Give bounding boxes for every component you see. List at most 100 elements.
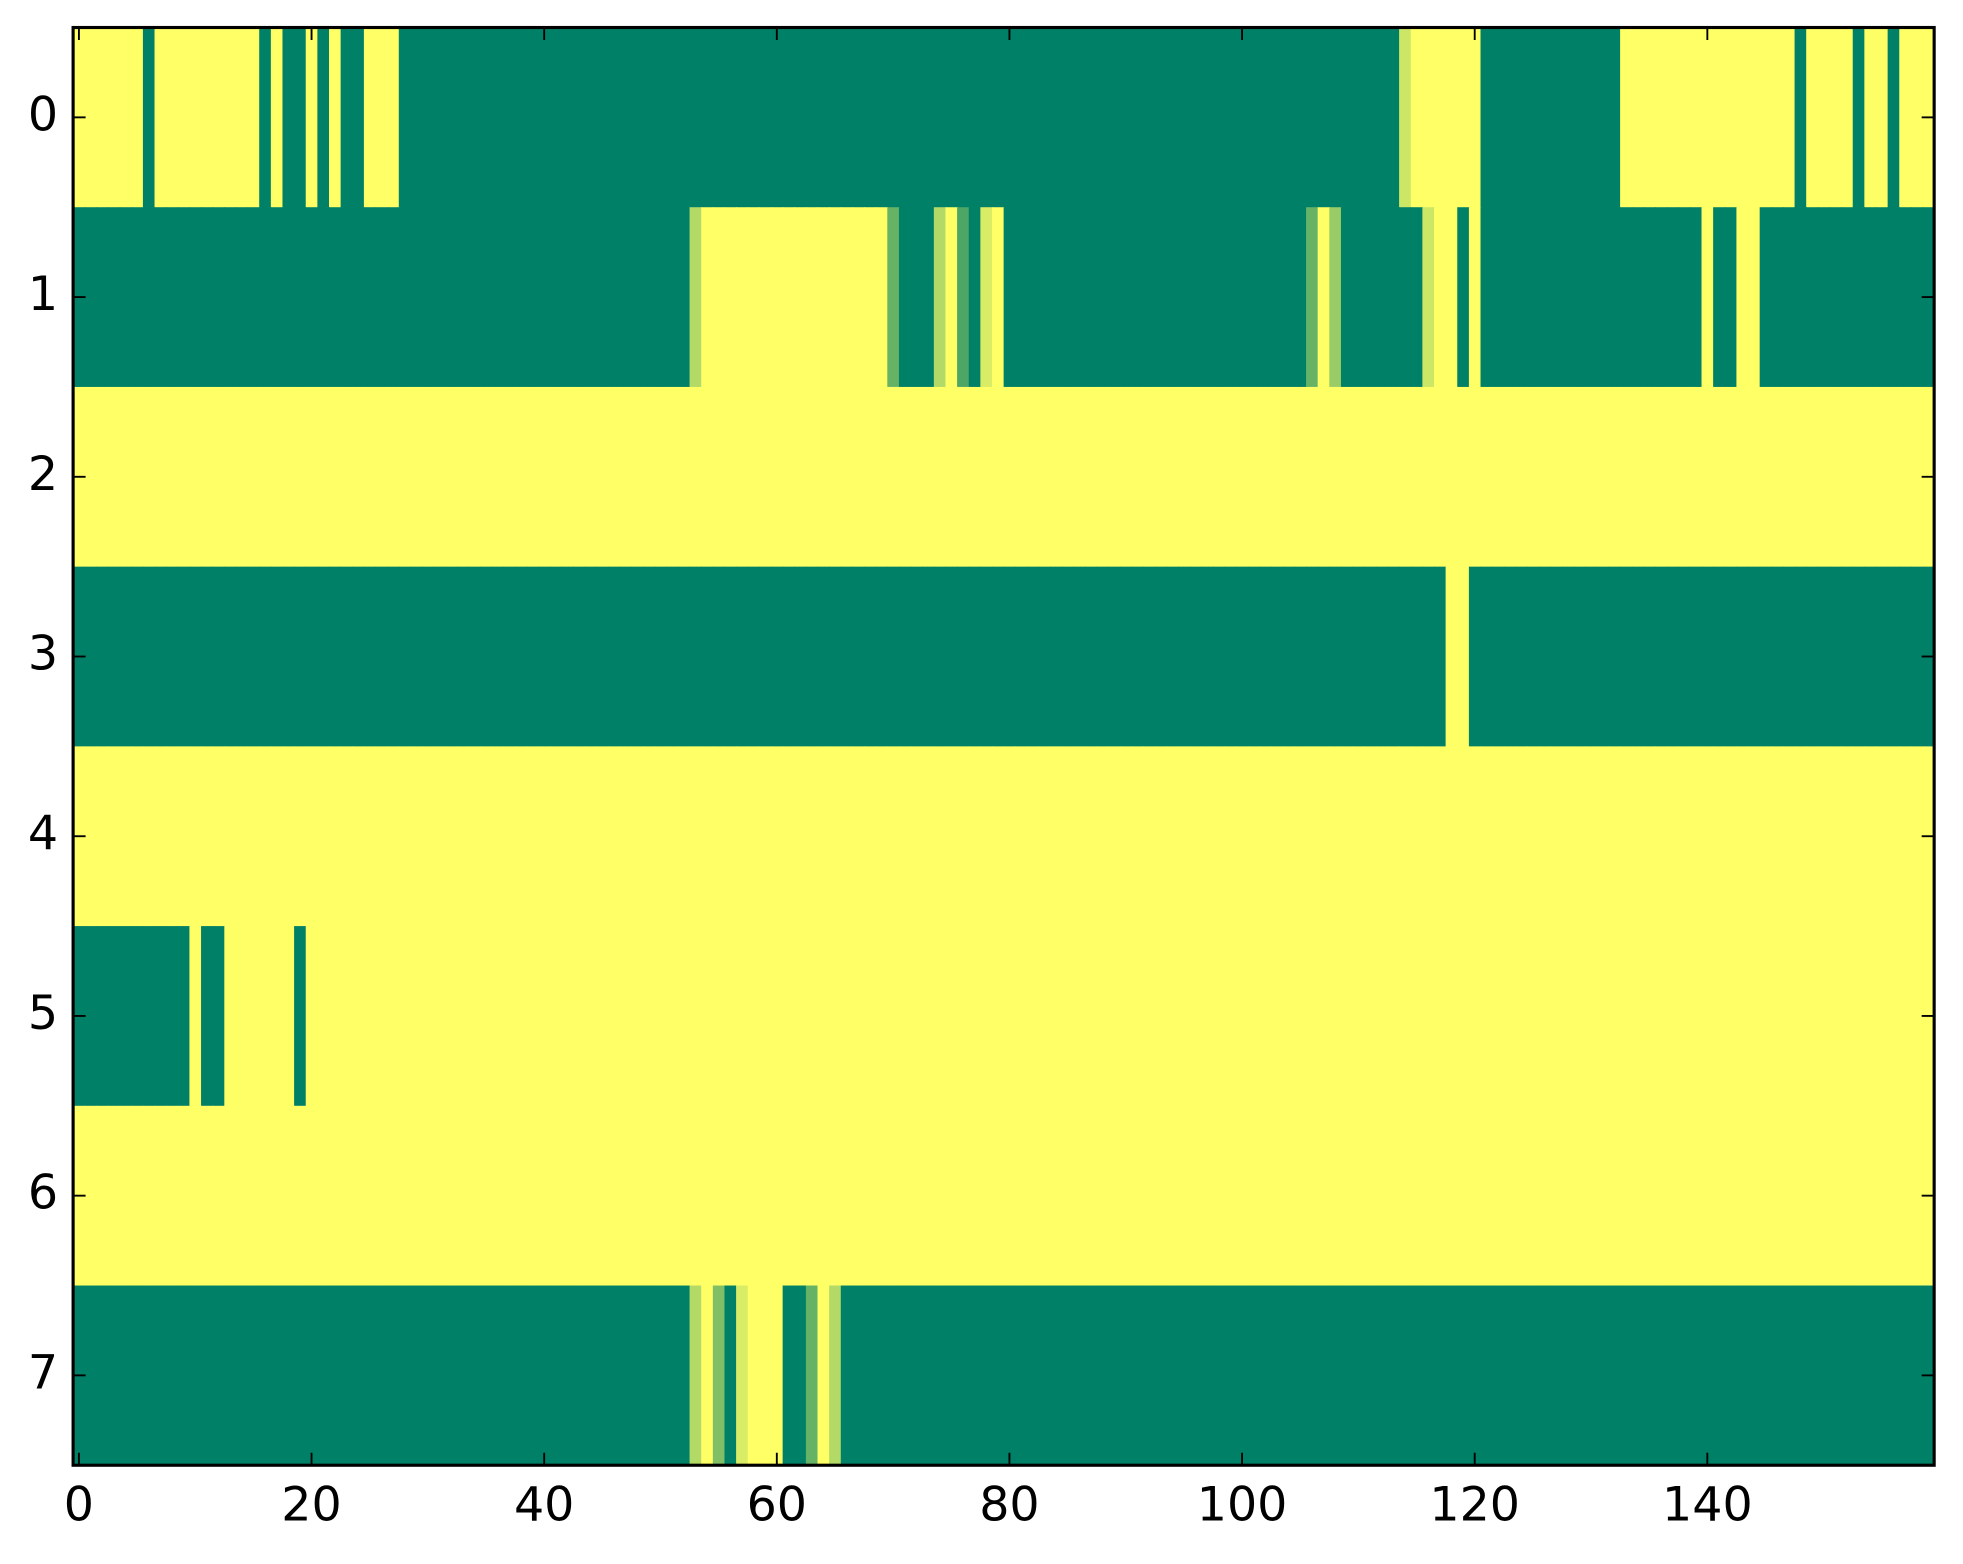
heatmap-cell: [1433, 27, 1447, 208]
heatmap-cell: [759, 926, 772, 1107]
heatmap-cell: [724, 27, 737, 208]
heatmap-cell: [584, 1285, 598, 1466]
heatmap-cell: [1108, 207, 1121, 388]
heatmap-cell: [817, 386, 830, 568]
heatmap-cell: [875, 746, 889, 927]
heatmap-cell: [119, 1105, 133, 1287]
heatmap-cell: [1212, 27, 1226, 208]
heatmap-cell: [1271, 1285, 1284, 1466]
heatmap-cell: [107, 566, 121, 748]
heatmap-cell: [1224, 386, 1238, 568]
heatmap-cell: [991, 386, 1005, 568]
heatmap-cell: [1352, 27, 1365, 208]
heatmap-cell: [817, 27, 830, 208]
heatmap-cell: [1154, 207, 1168, 388]
axes-frame: [71, 25, 1936, 1467]
heatmap-cell: [201, 746, 214, 927]
heatmap-cell: [759, 566, 772, 748]
heatmap-cell: [1852, 207, 1866, 388]
heatmap-cell: [235, 746, 249, 927]
heatmap-cell: [294, 926, 307, 1107]
heatmap-cell: [1492, 746, 1505, 927]
heatmap-cell: [410, 746, 423, 927]
heatmap-cell: [980, 926, 993, 1107]
heatmap-cell: [1317, 746, 1331, 927]
heatmap-cell: [1538, 1285, 1552, 1466]
heatmap-cell: [561, 27, 575, 208]
heatmap-cell: [398, 27, 412, 208]
heatmap-cell: [177, 926, 191, 1107]
heatmap-cell: [375, 566, 388, 748]
heatmap-cell: [666, 746, 679, 927]
heatmap-cell: [131, 207, 144, 388]
heatmap-cell: [1131, 1285, 1144, 1466]
heatmap-cell: [782, 566, 796, 748]
heatmap-cell: [631, 207, 644, 388]
heatmap-cell: [1085, 926, 1098, 1107]
heatmap-cell: [643, 566, 656, 748]
heatmap-cell: [1050, 1105, 1063, 1287]
heatmap-cell: [212, 926, 226, 1107]
heatmap-cell: [1457, 386, 1470, 568]
heatmap-cell: [549, 27, 563, 208]
heatmap-cell: [1271, 926, 1284, 1107]
heatmap-cell: [422, 746, 435, 927]
heatmap-cell: [340, 566, 354, 748]
heatmap-cell: [887, 566, 900, 748]
heatmap-cell: [294, 566, 307, 748]
heatmap-cell: [829, 1105, 842, 1287]
heatmap-cell: [1189, 566, 1203, 748]
heatmap-cell: [259, 746, 272, 927]
heatmap-cell: [282, 386, 295, 568]
heatmap-cell: [1829, 207, 1842, 388]
heatmap-cell: [1736, 566, 1749, 748]
heatmap-cell: [1527, 27, 1540, 208]
heatmap-cell: [201, 27, 214, 208]
heatmap-cell: [1829, 566, 1842, 748]
heatmap-cell: [1701, 1105, 1714, 1287]
heatmap-cell: [1178, 386, 1191, 568]
heatmap-cell: [270, 1105, 284, 1287]
heatmap-cell: [864, 207, 877, 388]
heatmap-cell: [1340, 566, 1354, 748]
heatmap-cell: [1422, 746, 1435, 927]
heatmap-cell: [957, 1105, 970, 1287]
heatmap-cell: [1096, 746, 1110, 927]
heatmap-cell: [736, 207, 749, 388]
heatmap-cell: [968, 746, 982, 927]
heatmap-cell: [410, 1105, 423, 1287]
heatmap-cell: [631, 386, 644, 568]
heatmap-cell: [666, 926, 679, 1107]
heatmap-cell: [1573, 27, 1586, 208]
heatmap-cell: [561, 1105, 575, 1287]
x-tick-label: 120: [1429, 1478, 1520, 1533]
heatmap-cell: [1596, 27, 1610, 208]
heatmap-cell: [991, 1105, 1005, 1287]
heatmap-cell: [1282, 207, 1296, 388]
heatmap-cell: [1457, 566, 1470, 748]
heatmap-cell: [712, 207, 726, 388]
heatmap-cell: [1143, 926, 1156, 1107]
heatmap-cell: [1771, 27, 1784, 208]
heatmap-cell: [142, 926, 156, 1107]
heatmap-cell: [1410, 27, 1424, 208]
heatmap-cell: [689, 1285, 702, 1466]
heatmap-cell: [573, 746, 586, 927]
heatmap-cell: [1596, 386, 1610, 568]
heatmap-cell: [340, 926, 354, 1107]
heatmap-cell: [491, 746, 505, 927]
heatmap-cell: [480, 207, 493, 388]
heatmap-cell: [445, 386, 458, 568]
heatmap-cell: [352, 27, 365, 208]
x-tick-label: 60: [747, 1478, 807, 1533]
heatmap-cell: [445, 566, 458, 748]
heatmap-cell: [107, 926, 121, 1107]
heatmap-cell: [1119, 207, 1133, 388]
heatmap-cell: [1759, 926, 1773, 1107]
heatmap-cell: [770, 746, 784, 927]
heatmap-cell: [1689, 386, 1703, 568]
heatmap-cell: [1643, 386, 1656, 568]
heatmap-cell: [1154, 27, 1168, 208]
heatmap-cell: [166, 566, 179, 748]
